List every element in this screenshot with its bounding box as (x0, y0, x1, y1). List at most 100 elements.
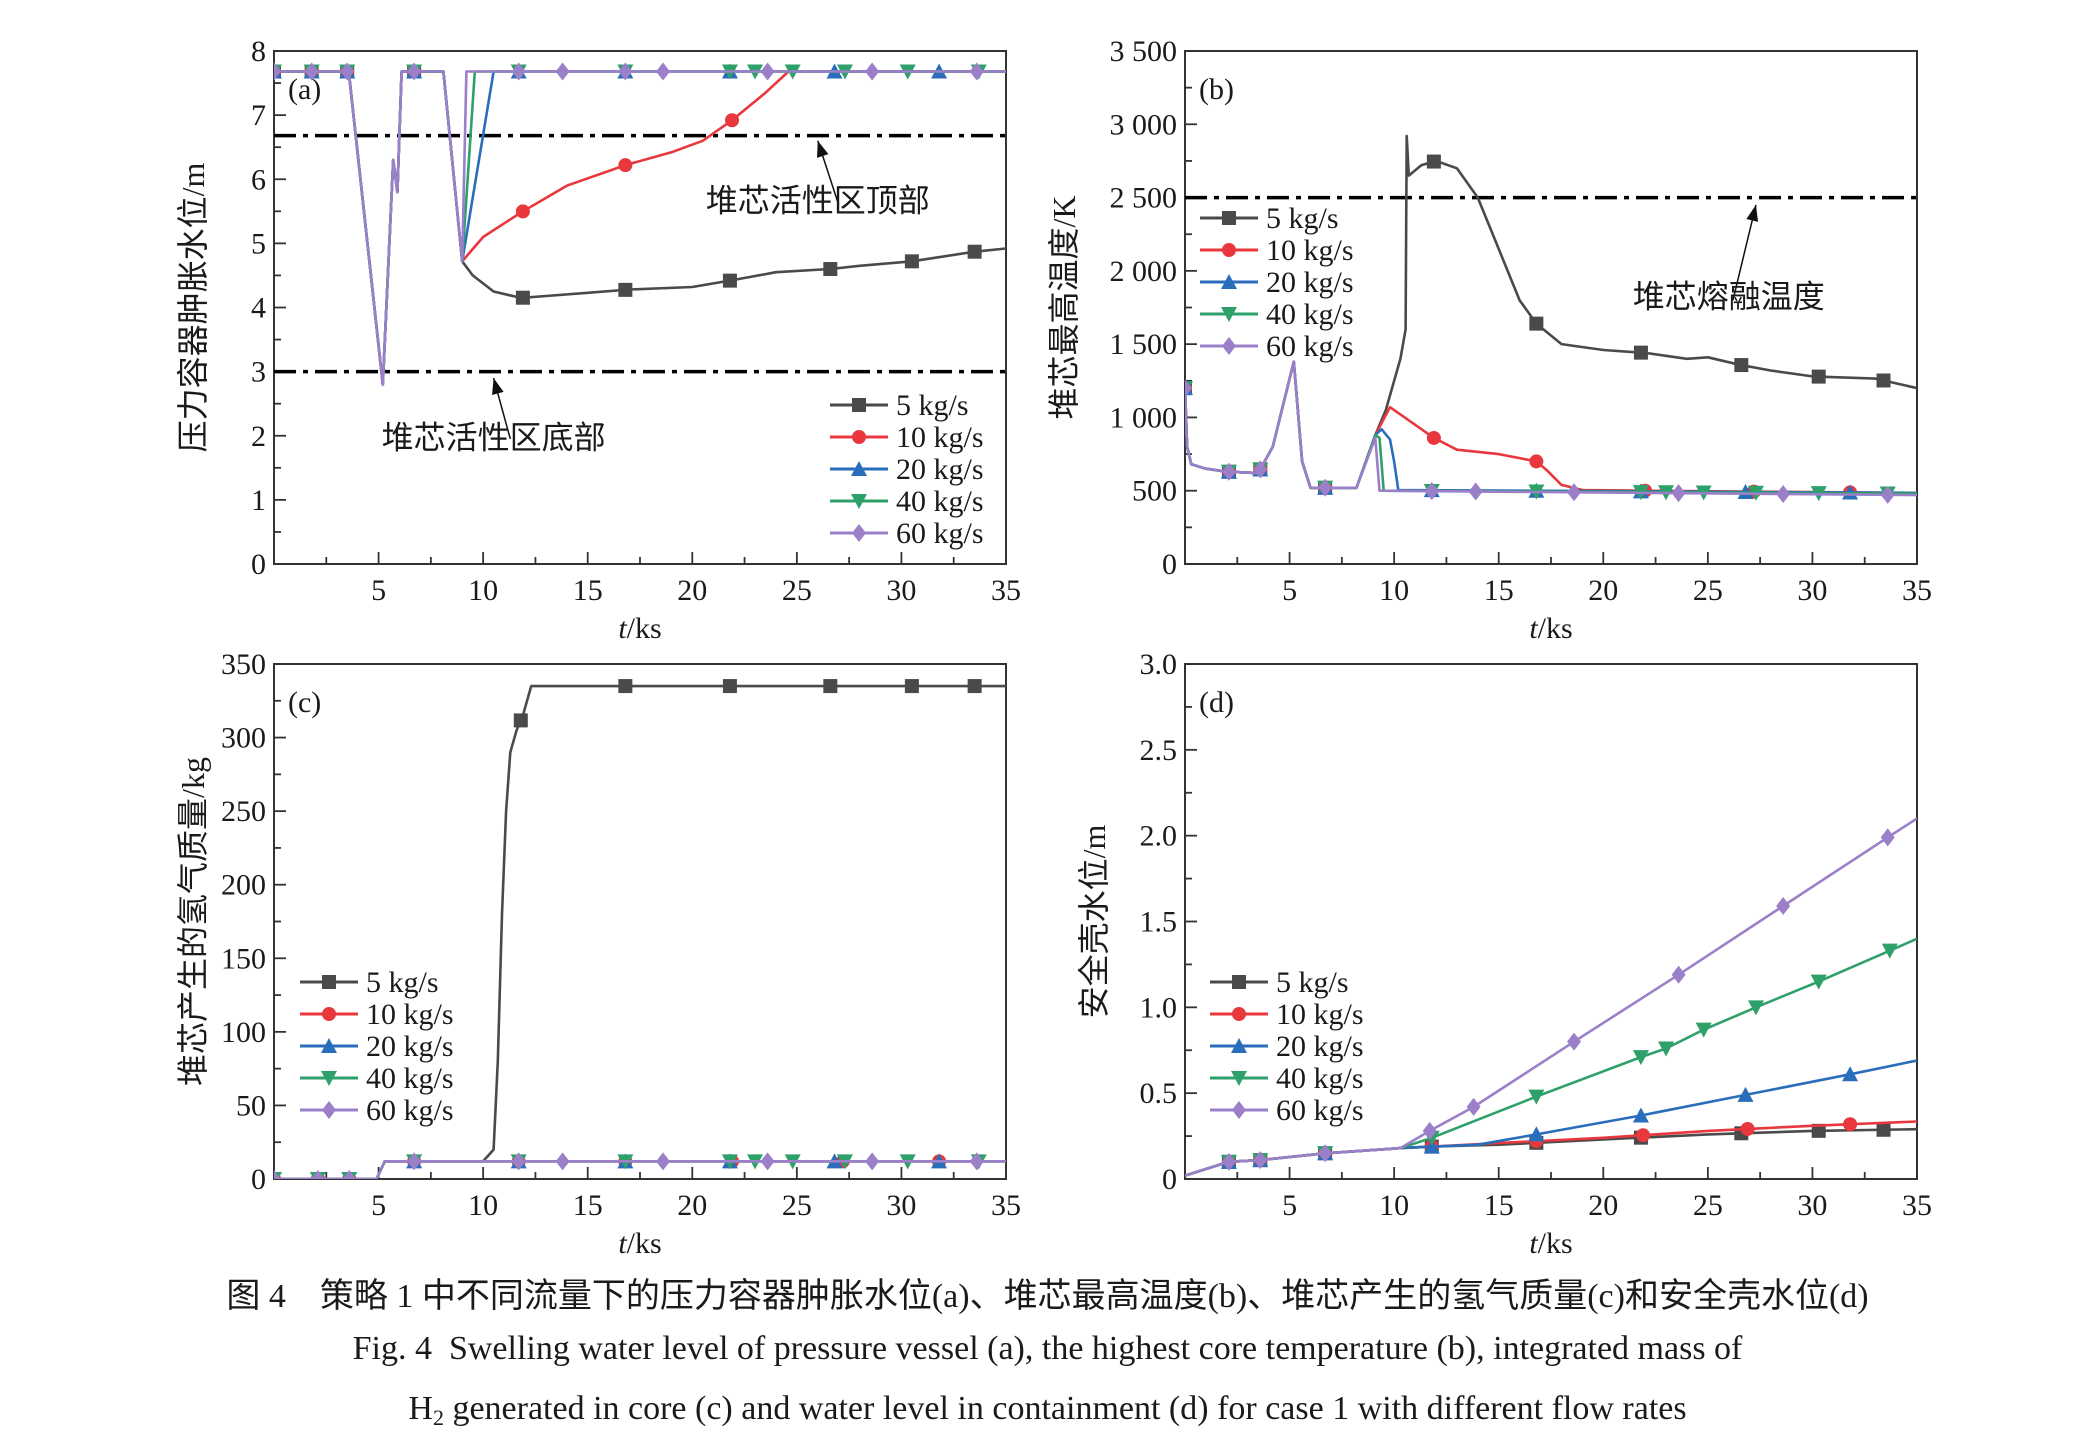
data-point-marker (1468, 482, 1483, 501)
legend: 5 kg/s10 kg/s20 kg/s40 kg/s60 kg/s (300, 966, 454, 1127)
y-tick-label: 100 (221, 1016, 266, 1049)
y-axis-label: 安全壳水位/m (1076, 825, 1112, 1019)
arrow-head-icon (492, 378, 504, 396)
data-point-marker (1811, 369, 1826, 384)
panel-c-hydrogen-mass: 5 10 15 20 25 30 35050100150200250300350t/ks堆芯… (175, 648, 1021, 1260)
y-tick-label: 0.5 (1140, 1077, 1178, 1110)
x-axis-label-variable: t (618, 1227, 627, 1260)
legend-marker-icon (1232, 1101, 1246, 1119)
x-tick-label: 25 (1693, 1189, 1723, 1222)
legend-entry-label: 20 kg/s (366, 1030, 454, 1063)
data-point-marker (304, 62, 319, 81)
x-tick-label: 25 (1693, 574, 1723, 607)
data-point-marker (1318, 1144, 1333, 1163)
series-group (274, 62, 1006, 386)
y-tick-label: 300 (221, 722, 266, 755)
y-tick-label: 8 (251, 35, 266, 68)
data-point-marker (1880, 485, 1895, 504)
y-tick-label: 200 (221, 869, 266, 902)
data-point-marker (1734, 358, 1749, 373)
x-tick-label: 20 (1588, 574, 1618, 607)
data-point-marker (1567, 1032, 1582, 1051)
x-tick-label: 15 (573, 1189, 603, 1222)
y-tick-label: 3 500 (1110, 35, 1178, 68)
data-point-marker (1632, 1050, 1649, 1066)
data-point-marker (1636, 1128, 1651, 1143)
legend-marker-icon (1231, 1038, 1247, 1053)
data-point-marker (515, 204, 530, 219)
data-point-marker (1747, 1000, 1764, 1016)
y-tick-label: 250 (221, 795, 266, 828)
legend-marker-icon (1222, 211, 1236, 225)
y-tick-label: 0 (251, 1163, 266, 1196)
data-point-marker (1426, 154, 1441, 169)
data-point-marker (1876, 1122, 1891, 1137)
y-tick-label: 0 (1162, 1163, 1177, 1196)
x-axis-label-variable: t (1529, 612, 1538, 645)
y-tick-label: 2 500 (1110, 182, 1178, 215)
x-axis-label-unit: /ks (627, 612, 662, 645)
data-point-marker (865, 62, 880, 81)
x-axis-label-unit: /ks (627, 1227, 662, 1260)
arrow-head-icon (817, 140, 829, 158)
data-point-marker (1881, 943, 1898, 959)
data-point-marker (1529, 316, 1544, 331)
data-point-marker (1737, 1086, 1754, 1102)
x-tick-label: 10 (1379, 1189, 1409, 1222)
series-group (274, 679, 1006, 1179)
data-point-marker (865, 1152, 880, 1171)
y-tick-label: 2.5 (1140, 734, 1178, 767)
x-tick-label: 30 (886, 1189, 916, 1222)
data-point-marker (967, 244, 982, 259)
y-tick-label: 1.0 (1140, 991, 1178, 1024)
data-point-marker (618, 282, 633, 297)
legend-marker-icon (1221, 274, 1237, 289)
y-tick-label: 2.0 (1140, 820, 1178, 853)
legend-entry-label: 40 kg/s (1276, 1062, 1364, 1095)
x-axis-label-variable: t (1529, 1227, 1538, 1260)
data-point-marker (1426, 430, 1441, 445)
data-point-marker (1671, 965, 1686, 984)
series-line-60-kg-s (274, 1160, 1006, 1179)
data-point-marker (1424, 482, 1439, 501)
data-point-marker (555, 62, 570, 81)
data-point-marker (513, 713, 528, 728)
legend-marker-icon (851, 461, 867, 476)
legend-entry-label: 60 kg/s (896, 517, 984, 550)
y-tick-label: 5 (251, 227, 266, 260)
data-point-marker (511, 1152, 526, 1171)
data-point-marker (967, 679, 982, 694)
legend-entry-label: 20 kg/s (1276, 1030, 1364, 1063)
y-tick-label: 4 (251, 292, 266, 325)
series-line-10-kg-s (1185, 1120, 1917, 1177)
caption-english-line-2: H2 generated in core (c) and water level… (0, 1390, 2095, 1431)
y-axis-label: 堆芯最高温度/K (1046, 195, 1082, 419)
y-axis-label: 堆芯产生的氢气质量/kg (175, 757, 211, 1086)
legend-entry-label: 60 kg/s (366, 1094, 454, 1127)
x-tick-label: 20 (1588, 1189, 1618, 1222)
data-point-marker (1633, 345, 1648, 360)
reference-line-label: 堆芯熔融温度 (1633, 279, 1825, 315)
x-tick-label: 30 (1797, 574, 1827, 607)
legend-marker-icon (852, 430, 866, 444)
series-line-5-kg-s (1185, 1127, 1917, 1177)
data-point-marker (1776, 897, 1791, 916)
legend-entry-label: 10 kg/s (896, 421, 984, 454)
data-point-marker (1528, 1089, 1545, 1105)
data-point-marker (1632, 1107, 1649, 1123)
data-point-marker (1776, 485, 1791, 504)
legend-marker-icon (1222, 243, 1236, 257)
data-point-marker (340, 62, 355, 81)
data-point-marker (904, 679, 919, 694)
arrow-head-icon (1746, 204, 1759, 222)
panel-label: (d) (1199, 686, 1234, 719)
y-tick-label: 6 (251, 163, 266, 196)
data-point-marker (618, 158, 633, 173)
legend-marker-icon (322, 975, 336, 989)
x-tick-label: 35 (1902, 1189, 1932, 1222)
data-point-marker (407, 62, 422, 81)
y-tick-label: 150 (221, 942, 266, 975)
x-tick-label: 5 (371, 574, 386, 607)
data-point-marker (1567, 483, 1582, 502)
caption-h2-h: H (408, 1390, 433, 1427)
